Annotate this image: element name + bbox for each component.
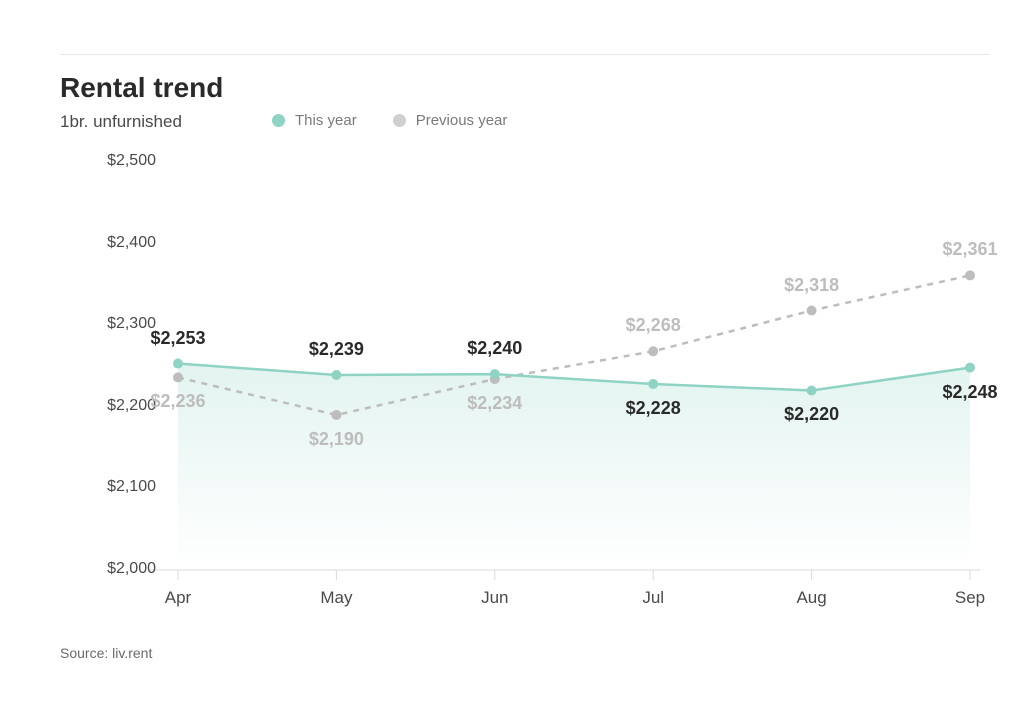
legend-swatch-this-year — [272, 114, 285, 127]
y-axis-label: $2,100 — [76, 478, 156, 496]
chart-legend: This year Previous year — [272, 112, 507, 129]
legend-label-previous-year: Previous year — [416, 112, 508, 129]
chart-subtitle: 1br. unfurnished — [60, 112, 182, 132]
data-label-this-year: $2,220 — [784, 404, 839, 425]
chart-source: Source: liv.rent — [60, 645, 152, 661]
data-label-previous-year: $2,268 — [626, 315, 681, 336]
data-label-this-year: $2,240 — [467, 338, 522, 359]
data-label-previous-year: $2,361 — [942, 239, 997, 260]
legend-previous-year: Previous year — [393, 112, 508, 129]
chart-title: Rental trend — [60, 72, 223, 104]
data-label-previous-year: $2,234 — [467, 393, 522, 414]
data-label-this-year: $2,228 — [626, 398, 681, 419]
y-axis-label: $2,500 — [76, 152, 156, 170]
y-axis-label: $2,200 — [76, 397, 156, 415]
x-axis-label: Apr — [165, 588, 191, 608]
data-label-this-year: $2,239 — [309, 339, 364, 360]
x-axis-label: Jun — [481, 588, 508, 608]
x-axis-label: Sep — [955, 588, 985, 608]
data-label-previous-year: $2,236 — [150, 391, 205, 412]
x-axis-label: Aug — [796, 588, 826, 608]
y-axis-label: $2,300 — [76, 315, 156, 333]
rental-trend-chart: $2,000 $2,100 $2,200 $2,300 $2,400 $2,500 Apr M… — [60, 150, 980, 620]
data-label-previous-year: $2,190 — [309, 429, 364, 450]
y-axis-label: $2,400 — [76, 234, 156, 252]
data-label-this-year: $2,253 — [150, 328, 205, 349]
x-axis-label: May — [320, 588, 352, 608]
legend-swatch-previous-year — [393, 114, 406, 127]
legend-this-year: This year — [272, 112, 357, 129]
x-axis-label: Jul — [642, 588, 664, 608]
data-label-this-year: $2,248 — [942, 382, 997, 403]
chart-svg — [60, 150, 980, 620]
top-divider — [60, 54, 990, 55]
y-axis-label: $2,000 — [76, 560, 156, 578]
data-label-previous-year: $2,318 — [784, 275, 839, 296]
legend-label-this-year: This year — [295, 112, 357, 129]
